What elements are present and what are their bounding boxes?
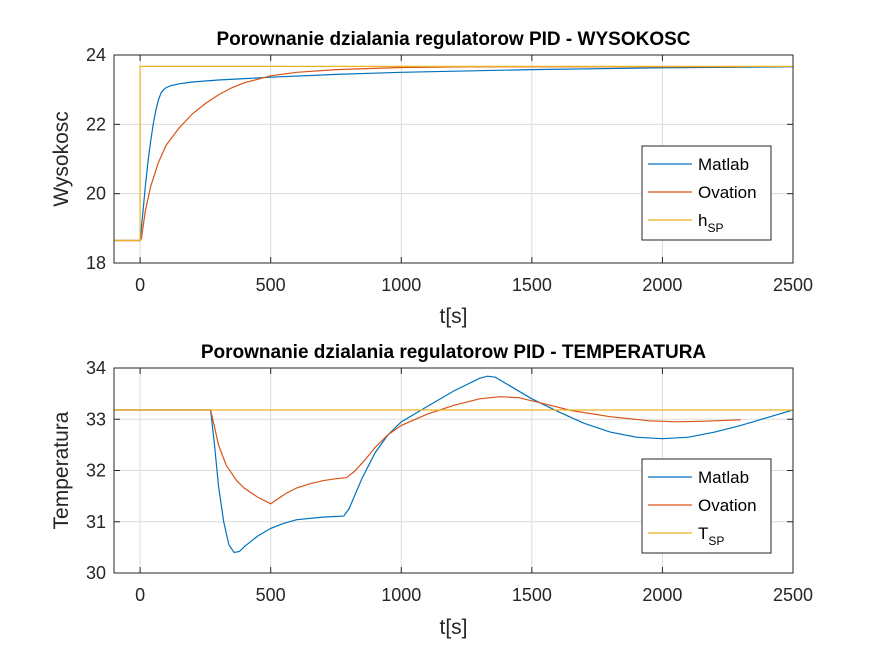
y-tick-label: 33: [86, 409, 106, 429]
legend: Matlab Ovation TSP: [641, 458, 772, 554]
chart-2: 0 500 1000 1500 2000 2500 30 31 32 33 34 Porownanie…: [50, 342, 813, 639]
x-tick-label: 0: [135, 275, 145, 295]
axes-box: [113, 54, 794, 264]
x-axis-label: t[s]: [439, 616, 467, 639]
y-axis-label: Temperatura: [50, 411, 73, 529]
y-tick-label: 32: [86, 461, 106, 481]
series-line-h-sp: [114, 65, 793, 242]
y-tick-label: 31: [86, 512, 106, 532]
x-tick-label: 2000: [642, 275, 682, 295]
series-line-matlab: [114, 66, 793, 242]
legend-label-matlab: Matlab: [698, 155, 749, 174]
x-tick-label: 2500: [773, 585, 813, 605]
legend-box: [641, 145, 772, 241]
x-axis-label: t[s]: [439, 305, 467, 328]
x-tick-label: 1000: [381, 275, 421, 295]
x-tick-label: 1500: [512, 585, 552, 605]
legend-label-setpoint: TSP: [698, 524, 724, 548]
x-tick-label: 1500: [512, 275, 552, 295]
series-line-ovation: [114, 396, 741, 505]
y-tick-label: 30: [86, 563, 106, 583]
y-tick-label: 18: [86, 253, 106, 273]
chart-1: 0 500 1000 1500 2000 2500 18 20 22 24 Porownanie d…: [50, 29, 813, 328]
legend-label-ovation: Ovation: [698, 496, 757, 515]
y-tick-label: 24: [86, 45, 106, 65]
x-tick-label: 500: [256, 585, 286, 605]
legend-box: [641, 458, 772, 554]
x-tick-label: 500: [256, 275, 286, 295]
y-tick-label: 22: [86, 114, 106, 134]
legend-label-setpoint: hSP: [698, 211, 723, 235]
series-line-ovation: [114, 66, 741, 242]
x-tick-label: 1000: [381, 585, 421, 605]
y-axis-label: Wysokosc: [50, 111, 73, 207]
x-tick-label: 2000: [642, 585, 682, 605]
legend-label-matlab: Matlab: [698, 468, 749, 487]
chart-title: Porownanie dzialania regulatorow PID - T…: [201, 342, 707, 363]
legend: Matlab Ovation hSP: [641, 145, 772, 241]
x-tick-label: 0: [135, 585, 145, 605]
y-tick-label: 34: [86, 358, 106, 378]
legend-label-ovation: Ovation: [698, 183, 757, 202]
y-tick-label: 20: [86, 184, 106, 204]
x-tick-label: 2500: [773, 275, 813, 295]
chart-title: Porownanie dzialania regulatorow PID - W…: [216, 29, 690, 50]
